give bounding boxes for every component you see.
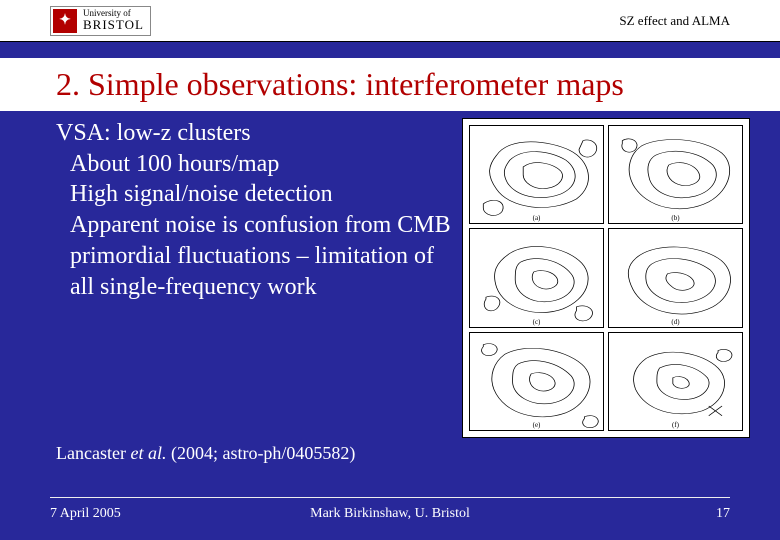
- body-bullet: Apparent noise is confusion from CMB pri…: [56, 210, 456, 302]
- logo-crest-icon: ✦: [53, 9, 77, 33]
- header-bar: ✦ University of BRISTOL SZ effect and AL…: [0, 0, 780, 42]
- citation-etal: et al.: [130, 443, 166, 463]
- logo-line2: BRISTOL: [83, 18, 144, 32]
- contour-panel: (e): [469, 332, 604, 431]
- contour-panel: (a): [469, 125, 604, 224]
- university-logo: ✦ University of BRISTOL: [50, 6, 151, 36]
- contour-panel: (b): [608, 125, 743, 224]
- footer-author: Mark Birkinshaw, U. Bristol: [310, 506, 470, 522]
- citation-rest: (2004; astro-ph/0405582): [166, 443, 355, 463]
- panel-label: (f): [672, 421, 679, 429]
- panel-label: (d): [671, 318, 679, 326]
- panel-label: (a): [533, 214, 541, 222]
- contour-panel: (f): [608, 332, 743, 431]
- contour-map-figure: (a) (b) (c) (d) (e) (f): [462, 118, 750, 438]
- contour-panel: (d): [608, 228, 743, 327]
- body-bullet: About 100 hours/map: [56, 149, 456, 180]
- header-topic: SZ effect and ALMA: [619, 13, 730, 29]
- contour-panel: (c): [469, 228, 604, 327]
- panel-label: (c): [533, 318, 541, 326]
- body-line-heading: VSA: low-z clusters: [56, 118, 456, 149]
- slide-title: 2. Simple observations: interferometer m…: [0, 58, 780, 111]
- footer-page: 17: [716, 506, 730, 522]
- footer-date: 7 April 2005: [50, 506, 121, 522]
- citation: Lancaster et al. (2004; astro-ph/0405582…: [56, 443, 355, 464]
- body-text: VSA: low-z clusters About 100 hours/map …: [56, 118, 456, 302]
- footer: 7 April 2005 Mark Birkinshaw, U. Bristol…: [50, 497, 730, 522]
- body-bullet: High signal/noise detection: [56, 179, 456, 210]
- logo-text: University of BRISTOL: [83, 9, 144, 32]
- panel-label: (e): [533, 421, 541, 429]
- panel-label: (b): [671, 214, 679, 222]
- citation-authors: Lancaster: [56, 443, 130, 463]
